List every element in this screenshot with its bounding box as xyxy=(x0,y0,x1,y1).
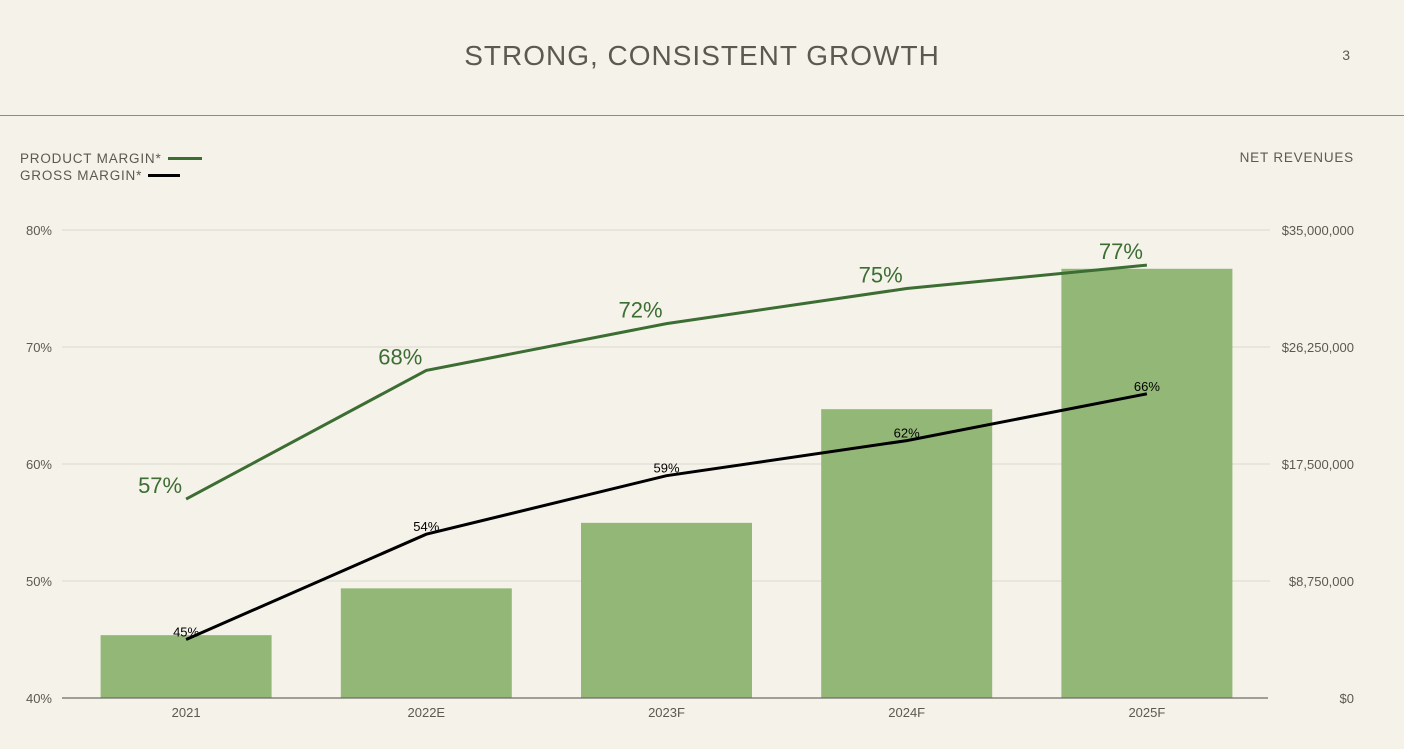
gross-margin-data-label: 66% xyxy=(1134,379,1160,394)
page-number: 3 xyxy=(1342,47,1350,63)
gross-margin-data-label: 45% xyxy=(173,625,199,640)
right-axis-tick-label: $17,500,000 xyxy=(1282,457,1354,472)
product-margin-line xyxy=(185,263,1148,501)
product-margin-data-label: 68% xyxy=(378,344,422,369)
x-axis-tick-label: 2025F xyxy=(1128,705,1165,720)
gross-margin-line xyxy=(185,392,1148,641)
right-axis-tick-label: $35,000,000 xyxy=(1282,223,1354,238)
gross-margin-data-label: 59% xyxy=(653,461,679,476)
right-axis-tick-label: $26,250,000 xyxy=(1282,340,1354,355)
x-axis-tick-label: 2024F xyxy=(888,705,925,720)
legend-item-gross-margin: GROSS MARGIN* xyxy=(20,167,202,184)
bar xyxy=(821,409,993,698)
left-axis-tick-label: 40% xyxy=(26,691,52,706)
left-axis-tick-label: 60% xyxy=(26,457,52,472)
header: STRONG, CONSISTENT GROWTH 3 xyxy=(0,0,1404,116)
legend-label-product-margin: PRODUCT MARGIN* xyxy=(20,151,162,166)
legend-label-gross-margin: GROSS MARGIN* xyxy=(20,168,143,183)
legend-swatch-product-margin xyxy=(167,157,202,160)
left-axis-tick-label: 50% xyxy=(26,574,52,589)
left-axis-tick-label: 70% xyxy=(26,340,52,355)
page-title: STRONG, CONSISTENT GROWTH xyxy=(464,40,940,71)
bar xyxy=(1061,268,1233,698)
gross-margin-data-label: 62% xyxy=(894,426,920,441)
right-axis-title: NET REVENUES xyxy=(1239,150,1354,165)
bar xyxy=(100,635,272,698)
x-axis-tick-label: 2022E xyxy=(408,705,446,720)
right-axis-tick-label: $0 xyxy=(1340,691,1354,706)
product-margin-data-label: 72% xyxy=(618,298,662,323)
legend-item-product-margin: PRODUCT MARGIN* xyxy=(20,150,202,167)
legend: PRODUCT MARGIN* GROSS MARGIN* xyxy=(20,150,202,184)
right-axis-tick-label: $8,750,000 xyxy=(1289,574,1354,589)
left-axis-tick-label: 80% xyxy=(26,223,52,238)
product-margin-data-label: 57% xyxy=(138,473,182,498)
bar xyxy=(340,588,512,698)
legend-swatch-gross-margin xyxy=(148,174,181,177)
x-axis-tick-label: 2023F xyxy=(648,705,685,720)
product-margin-data-label: 77% xyxy=(1099,239,1143,264)
product-margin-data-label: 75% xyxy=(859,263,903,288)
bar xyxy=(581,522,752,698)
gross-margin-data-label: 54% xyxy=(413,519,439,534)
x-axis-tick-label: 2021 xyxy=(172,705,201,720)
